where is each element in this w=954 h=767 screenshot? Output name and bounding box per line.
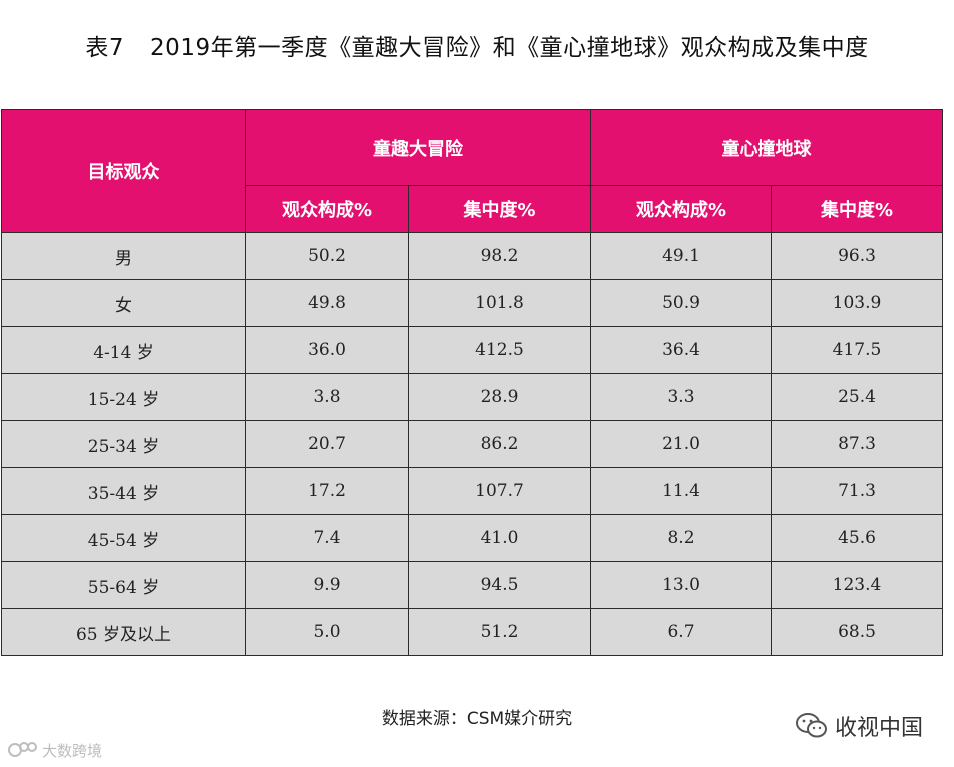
table-cell: 36.0 — [245, 326, 409, 374]
table-cell: 87.3 — [771, 420, 943, 468]
table-row: 女 49.8 101.8 50.9 103.9 — [1, 279, 943, 327]
audience-table: 目标观众 童趣大冒险 童心撞地球 观众构成% 集中度% 观众构成% 集中度% 男… — [1, 109, 943, 656]
watermark-left: 大数跨境 — [8, 738, 102, 762]
table-cell: 86.2 — [408, 420, 591, 468]
table-cell: 25.4 — [771, 373, 943, 421]
data-source: 数据来源：CSM媒介研究 — [381, 709, 573, 729]
table-cell: 71.3 — [771, 467, 943, 515]
table-cell: 103.9 — [771, 279, 943, 327]
table-title: 表7 2019年第一季度《童趣大冒险》和《童心撞地球》观众构成及集中度 — [0, 28, 954, 62]
table-row: 25-34 岁 20.7 86.2 21.0 87.3 — [1, 420, 943, 468]
row-label: 4-14 岁 — [1, 326, 246, 374]
dashuju-logo-icon — [8, 742, 37, 757]
row-label: 65 岁及以上 — [1, 608, 246, 656]
table-cell: 41.0 — [408, 514, 591, 562]
table-cell: 28.9 — [408, 373, 591, 421]
column-header: 观众构成% — [245, 185, 409, 233]
row-label: 15-24 岁 — [1, 373, 246, 421]
watermark-right: 收视中国 — [795, 710, 923, 742]
table-cell: 107.7 — [408, 467, 591, 515]
table-cell: 45.6 — [771, 514, 943, 562]
watermark-right-text: 收视中国 — [835, 716, 924, 741]
wechat-icon — [796, 713, 827, 738]
row-header-cell: 目标观众 — [1, 109, 246, 233]
table-row: 45-54 岁 7.4 41.0 8.2 45.6 — [1, 514, 943, 562]
row-label: 45-54 岁 — [1, 514, 246, 562]
table-cell: 51.2 — [408, 608, 591, 656]
table-cell: 98.2 — [408, 232, 591, 280]
table-cell: 50.2 — [245, 232, 409, 280]
table-cell: 8.2 — [590, 514, 772, 562]
table-cell: 7.4 — [245, 514, 409, 562]
row-label: 55-64 岁 — [1, 561, 246, 609]
table-cell: 101.8 — [408, 279, 591, 327]
table-title-text: 2019年第一季度《童趣大冒险》和《童心撞地球》观众构成及集中度 — [150, 35, 869, 61]
row-label: 35-44 岁 — [1, 467, 246, 515]
table-cell: 49.8 — [245, 279, 409, 327]
table-row: 65 岁及以上 5.0 51.2 6.7 68.5 — [1, 608, 943, 656]
column-header: 集中度% — [408, 185, 591, 233]
table-cell: 9.9 — [245, 561, 409, 609]
table-cell: 5.0 — [245, 608, 409, 656]
row-label: 女 — [1, 279, 246, 327]
column-header: 观众构成% — [590, 185, 772, 233]
column-header: 集中度% — [771, 185, 943, 233]
table-row: 15-24 岁 3.8 28.9 3.3 25.4 — [1, 373, 943, 421]
row-label: 男 — [1, 232, 246, 280]
table-cell: 36.4 — [590, 326, 772, 374]
group-header-0: 童趣大冒险 — [245, 109, 591, 186]
table-cell: 412.5 — [408, 326, 591, 374]
table-cell: 96.3 — [771, 232, 943, 280]
group-header-1: 童心撞地球 — [590, 109, 943, 186]
table-cell: 13.0 — [590, 561, 772, 609]
table-row: 55-64 岁 9.9 94.5 13.0 123.4 — [1, 561, 943, 609]
table-cell: 49.1 — [590, 232, 772, 280]
table-cell: 17.2 — [245, 467, 409, 515]
table-row: 35-44 岁 17.2 107.7 11.4 71.3 — [1, 467, 943, 515]
table-row: 4-14 岁 36.0 412.5 36.4 417.5 — [1, 326, 943, 374]
table-cell: 68.5 — [771, 608, 943, 656]
table-cell: 20.7 — [245, 420, 409, 468]
table-cell: 6.7 — [590, 608, 772, 656]
table-row: 男 50.2 98.2 49.1 96.3 — [1, 232, 943, 280]
table-cell: 3.8 — [245, 373, 409, 421]
table-cell: 50.9 — [590, 279, 772, 327]
table-cell: 94.5 — [408, 561, 591, 609]
table-cell: 3.3 — [590, 373, 772, 421]
table-body: 男 50.2 98.2 49.1 96.3 女 49.8 101.8 50.9 103.9 4-14… — [1, 232, 943, 656]
table-cell: 123.4 — [771, 561, 943, 609]
table-cell: 21.0 — [590, 420, 772, 468]
row-label: 25-34 岁 — [1, 420, 246, 468]
table-cell: 11.4 — [590, 467, 772, 515]
table-cell: 417.5 — [771, 326, 943, 374]
table-number: 表7 — [85, 35, 125, 61]
watermark-left-text: 大数跨境 — [42, 741, 103, 760]
